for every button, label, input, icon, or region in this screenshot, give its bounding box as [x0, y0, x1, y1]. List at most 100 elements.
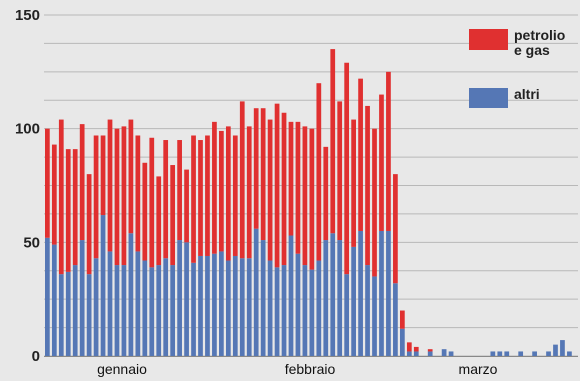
- bar-petrolio-e-gas: [372, 128, 377, 277]
- bar-petrolio-e-gas: [219, 130, 224, 252]
- bar-altri: [149, 267, 155, 356]
- bar-petrolio-e-gas: [267, 119, 273, 261]
- bar-petrolio-e-gas: [232, 135, 238, 256]
- bar-petrolio-e-gas: [399, 310, 405, 329]
- bar-altri: [365, 265, 370, 356]
- bar-altri: [107, 251, 113, 356]
- bar-altri: [212, 253, 217, 356]
- bar-altri: [135, 251, 141, 356]
- bar-altri: [372, 276, 377, 356]
- bar-altri: [309, 269, 315, 356]
- category-label: gennaio: [97, 361, 147, 377]
- legend-swatch: [469, 88, 508, 108]
- bar-altri: [142, 260, 148, 356]
- bar-petrolio-e-gas: [212, 121, 217, 254]
- bar-altri: [490, 351, 496, 356]
- bar-altri: [219, 251, 224, 356]
- bar-altri: [386, 230, 391, 356]
- bar-petrolio-e-gas: [100, 135, 106, 216]
- bar-altri: [295, 253, 301, 356]
- bar-altri: [253, 228, 259, 356]
- bar-altri: [184, 242, 189, 356]
- legend-label: e gas: [514, 42, 550, 58]
- bar-altri: [399, 328, 405, 356]
- bar-altri: [351, 246, 356, 356]
- bar-petrolio-e-gas: [184, 169, 189, 243]
- bar-altri: [379, 230, 384, 356]
- bar-altri: [45, 237, 50, 356]
- bar-petrolio-e-gas: [302, 126, 308, 266]
- bar-altri: [413, 351, 419, 356]
- bar-altri: [330, 233, 336, 356]
- legend-swatch: [469, 29, 508, 50]
- bar-petrolio-e-gas: [86, 174, 92, 275]
- bar-petrolio-e-gas: [149, 137, 155, 268]
- y-tick-label: 0: [32, 348, 40, 365]
- bar-petrolio-e-gas: [191, 135, 196, 263]
- bar-petrolio-e-gas: [386, 71, 391, 231]
- bar-altri: [163, 258, 169, 356]
- bar-altri: [177, 240, 182, 356]
- bar-altri: [93, 258, 99, 356]
- bar-altri: [260, 240, 266, 356]
- bar-altri: [58, 274, 64, 356]
- bar-altri: [79, 240, 85, 356]
- bar-altri: [323, 240, 329, 356]
- bar-altri: [198, 255, 203, 356]
- bar-altri: [532, 351, 537, 356]
- y-tick-label: 100: [15, 121, 40, 138]
- bar-petrolio-e-gas: [358, 78, 363, 231]
- bar-altri: [274, 267, 280, 356]
- bar-petrolio-e-gas: [198, 140, 203, 256]
- bar-petrolio-e-gas: [323, 146, 329, 241]
- bar-altri: [337, 240, 343, 356]
- bar-altri: [100, 215, 106, 356]
- bar-petrolio-e-gas: [135, 135, 141, 252]
- bar-petrolio-e-gas: [51, 144, 57, 245]
- bar-altri: [358, 230, 363, 356]
- bar-altri: [316, 260, 322, 356]
- bar-petrolio-e-gas: [177, 140, 182, 241]
- bar-petrolio-e-gas: [253, 108, 259, 229]
- axis-layer: 0 50 100 150 gennaio febbraio marzo: [15, 7, 578, 377]
- bar-altri: [546, 351, 551, 356]
- bar-altri: [497, 351, 503, 356]
- bar-altri: [114, 265, 120, 356]
- bar-petrolio-e-gas: [128, 119, 134, 234]
- bar-altri: [72, 265, 78, 356]
- bar-altri: [504, 351, 510, 356]
- category-label: marzo: [459, 361, 498, 377]
- bar-petrolio-e-gas: [316, 83, 322, 261]
- bar-petrolio-e-gas: [379, 94, 384, 231]
- bar-petrolio-e-gas: [246, 126, 252, 259]
- bar-altri: [246, 258, 252, 356]
- bar-altri: [567, 351, 572, 356]
- bar-petrolio-e-gas: [45, 128, 50, 238]
- bar-altri: [239, 258, 245, 356]
- bar-altri: [86, 274, 92, 356]
- bar-altri: [560, 340, 565, 356]
- bar-altri: [393, 283, 398, 356]
- bar-petrolio-e-gas: [365, 105, 370, 266]
- bar-altri: [205, 255, 210, 356]
- bar-petrolio-e-gas: [330, 49, 336, 234]
- bar-petrolio-e-gas: [260, 108, 266, 241]
- bar-petrolio-e-gas: [239, 101, 245, 259]
- bar-petrolio-e-gas: [93, 135, 99, 259]
- category-label: febbraio: [285, 361, 336, 377]
- bar-altri: [65, 271, 71, 356]
- bar-petrolio-e-gas: [170, 165, 176, 266]
- bar-altri: [302, 265, 308, 356]
- bar-altri: [191, 262, 196, 356]
- bar-altri: [406, 351, 412, 356]
- bar-petrolio-e-gas: [142, 162, 148, 261]
- bar-petrolio-e-gas: [156, 176, 162, 266]
- bar-petrolio-e-gas: [427, 349, 433, 352]
- bar-petrolio-e-gas: [72, 149, 78, 266]
- y-tick-label: 50: [23, 234, 40, 251]
- bar-petrolio-e-gas: [295, 121, 301, 254]
- bar-altri: [553, 344, 558, 356]
- bar-altri: [448, 351, 454, 356]
